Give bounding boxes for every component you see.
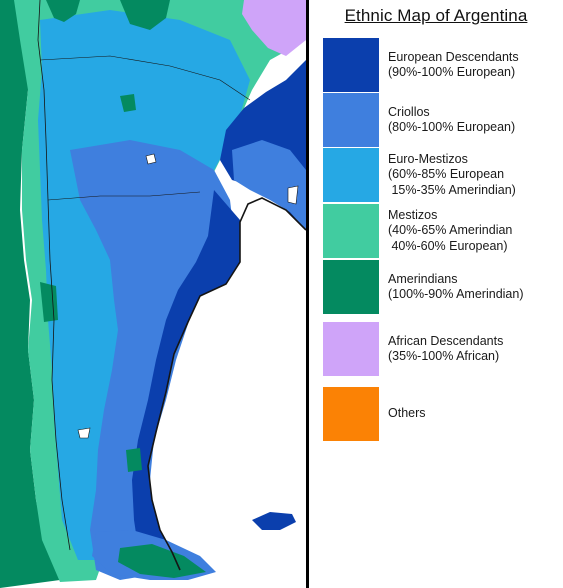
region-amerindian-patch-3 [126,448,142,472]
legend-swatch [323,148,379,202]
region-african-northeast [242,0,306,56]
coastline [147,197,306,571]
legend-label: European Descendants (90%-100% European) [388,38,558,92]
legend-item: Euro-Mestizos (60%-85% European 15%-35% A… [323,148,559,202]
region-criollo-northeast [232,140,306,230]
legend-label-line: (90%-100% European) [388,65,516,79]
region-amerindian-patch-1 [120,94,136,112]
legend-label-line: (60%-85% European [388,167,505,182]
legend-label-line: (80%-100% European) [388,120,516,134]
lake-icon [145,153,157,165]
argentina-map [0,0,306,588]
map-panel [0,0,306,588]
legend-item: African Descendants (35%-100% African) [323,322,559,376]
legend-item: Criollos (80%-100% European) [323,93,559,147]
lake-icon [287,185,299,205]
legend-label: Criollos (80%-100% European) [388,93,558,147]
legend-panel: Ethnic Map of Argentina European Descend… [306,0,563,588]
legend-label-line: 40%-60% European) [388,238,508,253]
legend-label-line: 15%-35% Amerindian) [388,182,516,197]
legend-label: Amerindians (100%-90% Amerindian) [388,260,558,314]
legend-label-line: Mestizos [388,207,438,222]
region-amerindian-north-1 [46,0,80,22]
region-amerindian-west [0,0,60,588]
legend-label-line: Amerindians [388,271,458,286]
legend-swatch [323,38,379,92]
legend-title: Ethnic Map of Argentina [344,6,528,25]
legend-item: European Descendants (90%-100% European) [323,38,559,92]
legend-swatch [323,322,379,376]
legend-item: Amerindians (100%-90% Amerindian) [323,260,559,314]
legend-swatch [323,93,379,147]
legend-item: Others [323,387,559,441]
legend-label: Euro-Mestizos (60%-85% European 15%-35% A… [388,148,558,202]
province-border-mid [47,191,201,201]
region-falklands [252,512,296,530]
province-border-north [39,55,251,101]
legend-item: Mestizos (40%-65% Amerindian 40%-60% Euro… [323,204,559,258]
legend-label-line: (35%-100% African) [388,349,500,363]
region-tierra-del-fuego-amerindian [118,544,206,578]
legend-label: African Descendants (35%-100% African) [388,322,558,376]
legend-label-line: Others [388,406,426,421]
legend-label-line: (100%-90% Amerindian) [388,287,524,301]
legend-label-line: European Descendants [388,49,519,64]
lake-icon [77,427,91,439]
legend-label: Others [388,387,558,441]
region-european-south [132,190,240,578]
legend-swatch [323,260,379,314]
legend-label-line: Euro-Mestizos [388,151,468,166]
national-border-west [37,0,71,551]
region-criollo [70,140,236,580]
legend-label-line: Criollos [388,104,430,119]
region-amerindian-north-2 [120,0,170,30]
legend-label-line: African Descendants [388,333,504,348]
legend-label: Mestizos (40%-65% Amerindian 40%-60% Euro… [388,204,558,258]
legend-swatch [323,204,379,258]
legend-swatch [323,387,379,441]
legend-label-line: (40%-65% Amerindian [388,223,513,238]
